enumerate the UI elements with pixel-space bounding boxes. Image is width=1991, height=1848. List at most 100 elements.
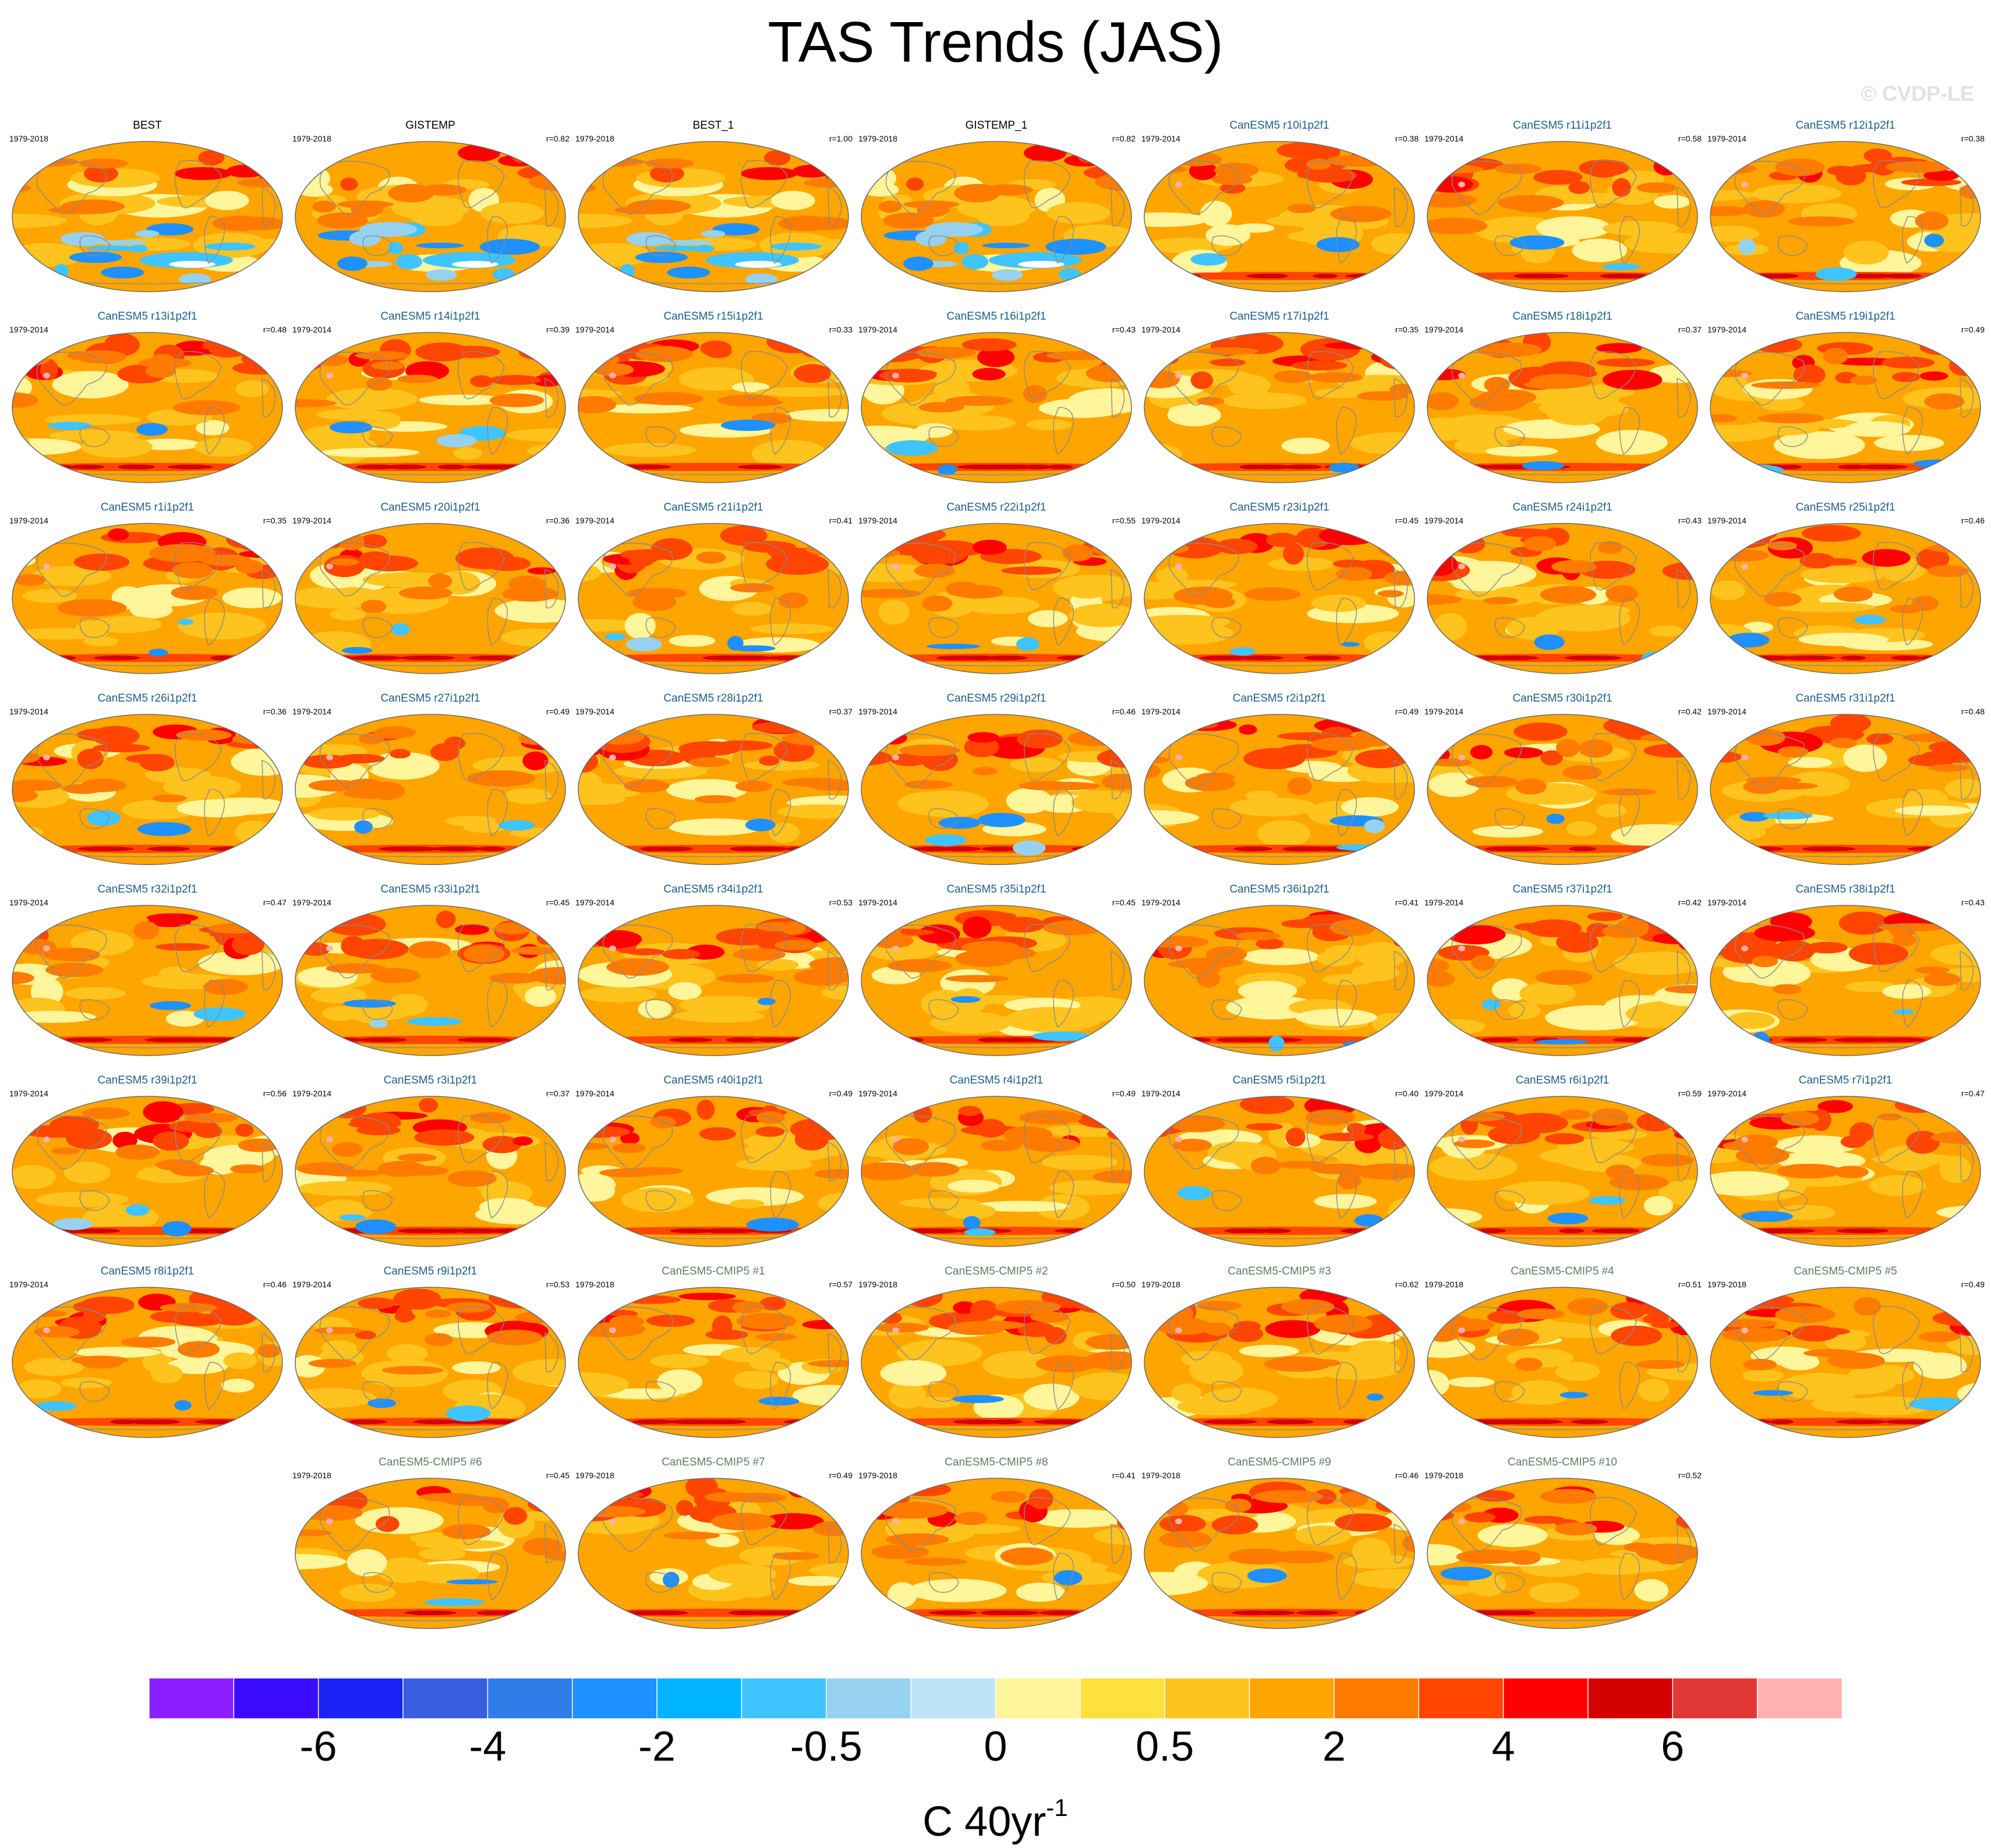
panel-title: CanESM5 r17i1p2f1 xyxy=(1229,310,1329,323)
warming-patch xyxy=(1019,1110,1082,1125)
southern-ocean-hotspot xyxy=(1835,1419,1887,1424)
hotspot-marker xyxy=(609,373,616,378)
southern-ocean-band xyxy=(579,845,847,853)
weak-warming-patch xyxy=(1845,1396,1932,1416)
strong-warming-patch xyxy=(522,722,565,738)
coastline-3 xyxy=(1053,980,1074,1028)
weak-warming-patch xyxy=(445,816,498,827)
strong-warming-patch xyxy=(107,528,129,541)
warming-patch xyxy=(1478,389,1537,406)
cooling-patch xyxy=(626,232,671,246)
warming-patch xyxy=(15,574,46,586)
southern-ocean-hotspot xyxy=(1907,847,1961,851)
coastline-0 xyxy=(1451,1116,1522,1170)
coastline-1 xyxy=(645,1190,676,1211)
southern-ocean-hotspot xyxy=(1247,1038,1271,1042)
strong-warming-patch xyxy=(802,1319,848,1330)
hotspot-marker xyxy=(892,1518,899,1524)
warming-patch xyxy=(1497,1329,1540,1346)
panel-years: 1979-2014 xyxy=(292,516,331,525)
map-panel: CanESM5 r31i1p2f1 1979-2014 r=0.48 xyxy=(1704,689,1987,871)
cooling-patch xyxy=(193,1007,246,1021)
weak-warming-patch xyxy=(12,1165,56,1189)
southern-ocean-band xyxy=(13,1227,281,1235)
warming-patch xyxy=(578,1142,609,1150)
panel-years: 1979-2014 xyxy=(1424,325,1463,334)
map-outline xyxy=(295,141,566,292)
coastline-4 xyxy=(1111,951,1125,990)
panel-correlation: r=0.43 xyxy=(1961,898,1985,907)
strong-warming-patch xyxy=(967,732,999,743)
strong-warming-patch xyxy=(489,375,542,385)
hotspot-marker xyxy=(892,755,899,760)
hotspot-marker xyxy=(43,1327,50,1333)
warming-patch xyxy=(12,788,38,802)
coastline-0 xyxy=(36,734,107,788)
map-outline xyxy=(12,905,283,1056)
strong-warming-patch xyxy=(541,1299,560,1315)
coastline-1 xyxy=(362,1190,393,1211)
map-outline xyxy=(295,905,566,1056)
warming-patch xyxy=(1951,353,1981,364)
weak-warming-patch xyxy=(411,206,464,226)
hotspot-marker xyxy=(609,564,616,569)
map-panel: CanESM5-CMIP5 #1 1979-2018 r=0.57 xyxy=(572,1262,855,1444)
cooling-patch xyxy=(179,273,211,285)
coastline-2 xyxy=(175,160,222,208)
coastline-3 xyxy=(1053,598,1074,646)
coastline-1 xyxy=(362,999,393,1020)
coastline-0 xyxy=(602,734,673,788)
panel-years: 1979-2014 xyxy=(575,1089,614,1098)
southern-ocean-hotspot xyxy=(469,656,516,660)
warming-patch xyxy=(627,199,691,214)
warming-patch xyxy=(1803,1349,1858,1357)
map-panel: CanESM5 r20i1p2f1 1979-2014 r=0.36 xyxy=(289,498,572,680)
panel-years: 1979-2018 xyxy=(292,134,331,143)
strong-warming-patch xyxy=(240,525,282,544)
map-svg xyxy=(1144,523,1415,674)
warming-patch xyxy=(1202,596,1236,608)
weak-warming-patch xyxy=(295,774,342,798)
strong-warming-patch xyxy=(861,918,886,933)
warming-patch xyxy=(899,744,960,756)
warming-patch xyxy=(775,940,818,951)
weak-warming-patch xyxy=(1472,826,1543,838)
map-panel: CanESM5 r32i1p2f1 1979-2014 r=0.47 xyxy=(6,880,289,1062)
strong-warming-patch xyxy=(168,1120,219,1132)
warming-patch xyxy=(1833,586,1873,602)
coastline-0 xyxy=(885,1307,956,1361)
map-outline xyxy=(578,332,849,483)
strong-warming-patch xyxy=(1319,1132,1374,1142)
weak-warming-patch xyxy=(1778,1372,1865,1401)
weak-warming-patch xyxy=(1229,797,1317,817)
strong-warming-patch xyxy=(93,744,150,753)
southern-ocean-band xyxy=(13,845,281,853)
map-outline xyxy=(578,905,849,1056)
southern-ocean-hotspot xyxy=(726,1038,751,1042)
weak-warming-patch xyxy=(596,403,694,414)
strong-warming-patch xyxy=(1540,750,1563,766)
weak-warming-patch xyxy=(1529,1583,1580,1603)
coastline-3 xyxy=(204,789,225,837)
warming-patch xyxy=(1244,587,1301,601)
southern-ocean-hotspot xyxy=(985,656,1028,660)
warming-patch xyxy=(61,199,125,214)
warming-patch xyxy=(945,581,981,597)
weak-warming-patch xyxy=(517,229,565,239)
southern-ocean-band xyxy=(296,1036,564,1044)
cooling-patch xyxy=(137,822,192,837)
weak-warming-patch xyxy=(1508,1002,1541,1019)
strong-warming-patch xyxy=(1507,1113,1568,1134)
weak-warming-patch xyxy=(666,778,748,801)
southern-ocean-hotspot xyxy=(1769,1419,1794,1424)
map-panel: CanESM5 r26i1p2f1 1979-2014 r=0.36 xyxy=(6,689,289,871)
colorbar-segment xyxy=(1249,1678,1335,1719)
map-field xyxy=(1144,1096,1414,1247)
cooling-patch xyxy=(1177,1186,1212,1201)
strong-warming-patch xyxy=(153,1131,189,1151)
weak-warming-patch xyxy=(887,1582,917,1608)
weak-warming-patch xyxy=(755,387,848,397)
map-svg xyxy=(861,905,1132,1056)
weak-warming-patch xyxy=(167,1357,228,1375)
coastline-2 xyxy=(1307,351,1354,399)
